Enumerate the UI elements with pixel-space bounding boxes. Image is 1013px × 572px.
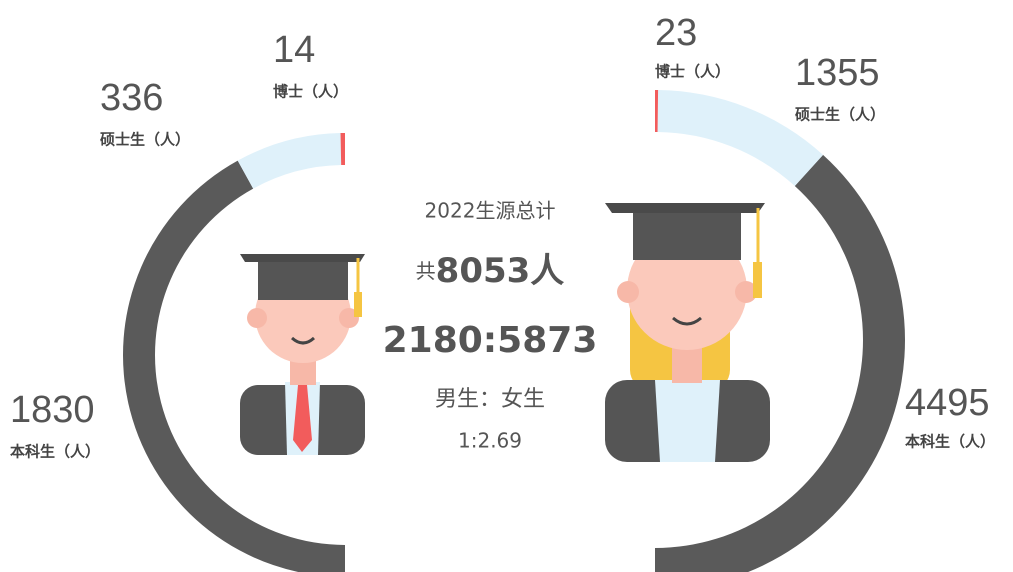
ring-segment (655, 90, 659, 133)
value-label: 336 (100, 77, 163, 119)
value-label: 1830 (10, 389, 95, 431)
female-figure (605, 203, 770, 462)
summary-total: 共8053人 (416, 251, 565, 291)
value-label: 23 (655, 12, 697, 54)
category-label: 本科生（人） (905, 433, 995, 451)
category-label: 硕士生（人） (795, 106, 885, 124)
total-prefix: 共 (416, 259, 436, 283)
total-value: 8053人 (436, 251, 565, 291)
value-label: 1355 (795, 52, 880, 94)
ring-segment (340, 133, 345, 166)
ratio-value: 1:2.69 (458, 429, 522, 453)
ratio-label: 男生：女生 (435, 387, 545, 412)
ring-segment (655, 154, 905, 572)
category-label: 博士（人） (655, 63, 730, 81)
category-label: 本科生（人） (10, 443, 100, 461)
ring-segment (237, 133, 342, 189)
male-figure (240, 254, 365, 455)
summary-ratio: 2180:5873 (383, 320, 598, 361)
ring-segment (657, 90, 824, 186)
value-label: 4495 (905, 382, 990, 424)
ring-segment (123, 160, 345, 572)
category-label: 博士（人） (273, 83, 348, 101)
category-label: 硕士生（人） (100, 131, 190, 149)
value-label: 14 (273, 29, 315, 71)
summary-title: 2022生源总计 (425, 199, 556, 223)
